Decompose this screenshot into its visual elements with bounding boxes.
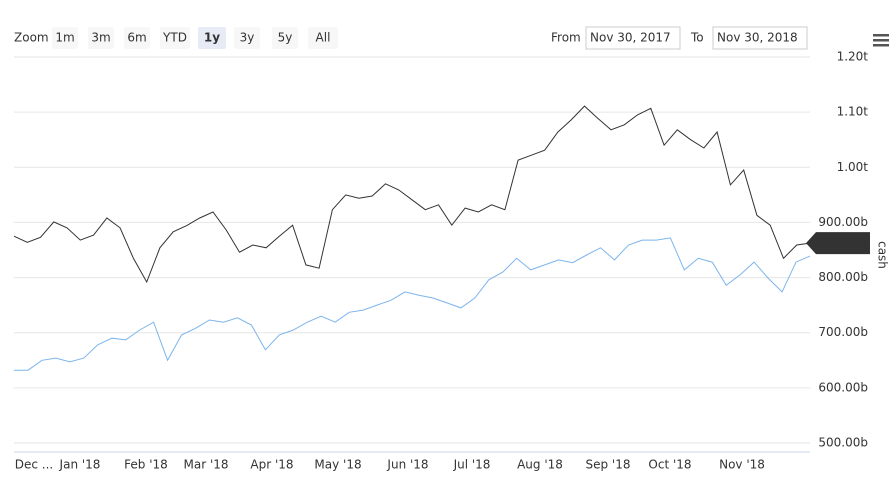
x-tick-label: Aug '18 [517, 458, 563, 472]
range-button[interactable] [272, 27, 298, 49]
from-value[interactable]: Nov 30, 2017 [590, 31, 671, 45]
range-button[interactable] [160, 27, 190, 49]
x-tick-label: Jan '18 [59, 458, 101, 472]
x-tick-label: Sep '18 [586, 458, 631, 472]
x-tick-label: Mar '18 [183, 458, 228, 472]
x-tick-label: Dec ... [15, 458, 53, 472]
x-tick-label: May '18 [314, 458, 361, 472]
y-tick-label: 700.00b [818, 325, 868, 339]
to-value[interactable]: Nov 30, 2018 [717, 31, 798, 45]
range-button-label[interactable]: 3m [91, 31, 110, 45]
x-tick-label: Apr '18 [250, 458, 293, 472]
from-input[interactable] [585, 26, 681, 50]
last-value-label: 862.53b [816, 236, 871, 250]
range-button[interactable] [234, 27, 260, 49]
range-button-label[interactable]: 3y [240, 31, 255, 45]
range-button[interactable] [198, 27, 226, 49]
range-button-label[interactable]: 1m [55, 31, 74, 45]
x-tick-label: Feb '18 [124, 458, 168, 472]
range-button-label[interactable]: 5y [278, 31, 293, 45]
to-input[interactable] [712, 26, 808, 50]
range-button-label[interactable]: All [316, 31, 331, 45]
x-tick-label: Nov '18 [719, 458, 765, 472]
range-button[interactable] [52, 27, 78, 49]
y-tick-label: 600.00b [818, 380, 868, 394]
y-tick-label: 500.00b [818, 436, 868, 450]
range-button[interactable] [88, 27, 114, 49]
y-axis-title: cash [876, 241, 890, 269]
y-tick-label: 1.10t [837, 105, 869, 119]
x-tick-label: Jun '18 [386, 458, 428, 472]
menu-button[interactable] [873, 34, 889, 47]
range-button-label[interactable]: 6m [127, 31, 146, 45]
range-button[interactable] [124, 27, 150, 49]
y-tick-label: 800.00b [818, 270, 868, 284]
last-value-flag [806, 232, 870, 255]
x-tick-label: Jul '18 [453, 458, 491, 472]
zoom-label: Zoom [14, 31, 49, 45]
x-tick-label: Oct '18 [648, 458, 691, 472]
range-button-label[interactable]: YTD [162, 31, 187, 45]
y-tick-label: 1.20t [837, 50, 869, 64]
series-line [14, 237, 811, 371]
series-line [13, 105, 811, 284]
range-button[interactable] [308, 27, 338, 49]
y-tick-label: 1.00t [837, 160, 869, 174]
to-label: To [690, 31, 704, 45]
range-button-label[interactable]: 1y [204, 31, 220, 45]
y-tick-label: 900.00b [818, 215, 868, 229]
from-label: From [551, 31, 581, 45]
